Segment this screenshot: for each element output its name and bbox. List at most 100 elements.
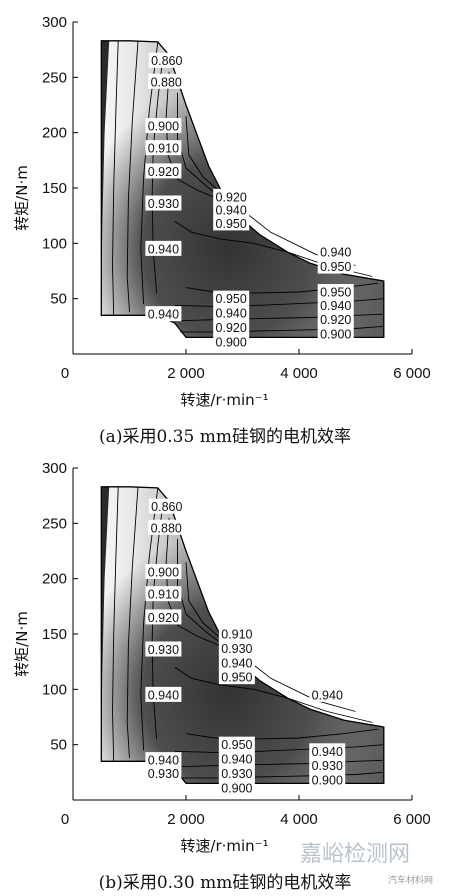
contour-label: 0.900 (145, 118, 182, 134)
contour-label-box (317, 297, 354, 313)
contour-label: 0.900 (145, 564, 182, 580)
contour-label-text: 0.920 (148, 165, 179, 179)
chart-panel-2: 50 100 150 200 250 300 0 2 000 4 000 6 000 转速/r·mi… (13, 460, 431, 893)
contour-label: 0.930 (218, 765, 255, 781)
contour-label-text: 0.930 (221, 642, 252, 656)
contour-label-text: 0.930 (148, 643, 179, 657)
contour-label-text: 0.880 (151, 75, 182, 89)
contour-label-box (148, 73, 185, 89)
contour-label: 0.920 (145, 609, 182, 625)
contour-line (174, 313, 384, 322)
contour-label-text: 0.880 (151, 521, 182, 535)
contour-label: 0.940 (218, 654, 255, 670)
contour-label: 0.950 (213, 290, 250, 306)
contour-label: 0.930 (145, 641, 182, 657)
contour-label-box (218, 654, 255, 670)
contour-label: 0.910 (145, 140, 182, 156)
contour-label-text: 0.940 (312, 688, 343, 702)
chart-panel-1: 50 100 150 200 250 300 0 2 000 4 000 6 000 转速/r·mi… (13, 14, 431, 447)
contour-label-text: 0.940 (320, 246, 351, 260)
contour-label: 0.950 (317, 258, 354, 274)
contour-label-box (317, 258, 354, 274)
contour-label-text: 0.920 (320, 313, 351, 327)
contour-label: 0.880 (148, 519, 185, 535)
contour-label-text: 0.910 (221, 628, 252, 642)
x-tick-label: 0 (61, 811, 69, 828)
contour-label-box (213, 319, 250, 335)
contour-label-text: 0.940 (221, 656, 252, 670)
contour-label-box (145, 240, 182, 256)
figure-caption: (b)采用0.30 mm硅钢的电机效率 (99, 873, 352, 893)
contour-label-box (317, 244, 354, 260)
contour-label-box (145, 195, 182, 211)
contour-label-text: 0.910 (148, 588, 179, 602)
contour-label: 0.940 (213, 305, 250, 321)
contour-label-text: 0.950 (216, 217, 247, 231)
contour-label: 0.940 (145, 686, 182, 702)
contour-label-text: 0.940 (312, 745, 343, 759)
region-outline (100, 486, 385, 785)
contour-line (126, 40, 139, 312)
contour-line (174, 298, 384, 307)
contour-label: 0.900 (213, 333, 250, 349)
contour-label-text: 0.940 (148, 754, 179, 768)
contour-label: 0.930 (145, 765, 182, 781)
contour-line (112, 486, 119, 762)
contour-label-text: 0.940 (216, 307, 247, 321)
contour-label-box (213, 305, 250, 321)
contour-label-box (145, 641, 182, 657)
contour-label-box (309, 772, 346, 788)
x-axis-label: 转速/r·min⁻¹ (180, 837, 268, 855)
contour-label-text: 0.930 (221, 767, 252, 781)
figure-caption: (a)采用0.35 mm硅钢的电机效率 (99, 427, 351, 447)
contour-label-text: 0.860 (151, 500, 182, 514)
y-tick-label: 200 (42, 125, 67, 142)
contour-label-box (218, 765, 255, 781)
y-tick-label: 50 (50, 737, 67, 754)
contour-label-text: 0.920 (216, 190, 247, 204)
contour-label: 0.930 (145, 195, 182, 211)
watermark-text: 嘉峪检测网 (300, 842, 410, 867)
contour-label: 0.950 (218, 736, 255, 752)
contour-label-text: 0.950 (221, 671, 252, 685)
contour-label-box (145, 306, 182, 322)
contour-label-box (317, 311, 354, 327)
contour-label-box (309, 757, 346, 773)
contour-label: 0.930 (309, 757, 346, 773)
contour-label-box (213, 215, 250, 231)
contour-label: 0.940 (213, 202, 250, 218)
high-efficiency-zone (101, 486, 384, 784)
contour-label-box (145, 564, 182, 580)
contour-label-text: 0.940 (216, 204, 247, 218)
contour-label: 0.920 (213, 319, 250, 335)
contour-label-text: 0.930 (312, 759, 343, 773)
contour-label: 0.920 (317, 311, 354, 327)
contour-label: 0.860 (148, 498, 185, 514)
region-outline (100, 40, 385, 339)
x-tick-label: 2 000 (167, 365, 205, 382)
contour-line (180, 771, 384, 779)
low-efficiency-corner (101, 40, 110, 288)
contour-label: 0.910 (218, 626, 255, 642)
x-tick-label: 2 000 (167, 811, 205, 828)
contour-label: 0.940 (218, 751, 255, 767)
contour-label: 0.920 (213, 188, 250, 204)
y-axis-label: 转矩/N·m (13, 611, 31, 677)
contour-line (174, 666, 373, 723)
contour-label-box (309, 743, 346, 759)
contour-label-box (218, 669, 255, 685)
y-tick-label: 300 (42, 460, 67, 477)
contour-label-box (218, 626, 255, 641)
contour-label-box (213, 188, 250, 204)
contour-label: 0.880 (148, 73, 185, 89)
x-tick-label: 0 (61, 365, 69, 382)
contour-label: 0.920 (145, 163, 182, 179)
contour-label-text: 0.860 (151, 54, 182, 68)
contour-label: 0.900 (218, 779, 255, 795)
contour-label-text: 0.950 (320, 286, 351, 300)
contour-label-box (317, 284, 354, 300)
contour-label-box (145, 586, 182, 602)
contour-label-text: 0.910 (148, 142, 179, 156)
contour-label-text: 0.920 (148, 611, 179, 625)
